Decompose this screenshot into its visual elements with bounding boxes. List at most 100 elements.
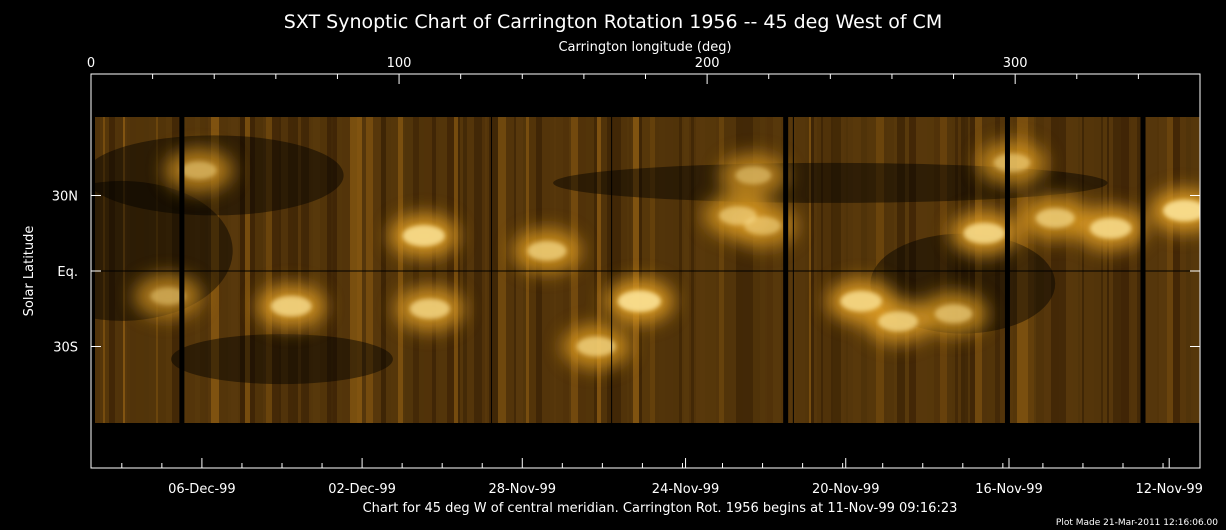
map-streak — [362, 117, 366, 423]
bright-region-core — [1035, 208, 1075, 228]
map-streak — [250, 117, 255, 423]
map-streak — [765, 117, 767, 423]
map-streak — [424, 117, 432, 423]
map-streak — [263, 117, 266, 423]
map-streak — [1150, 117, 1157, 423]
top-tick-label: 300 — [1003, 56, 1028, 71]
bottom-tick-label: 16-Nov-99 — [975, 482, 1043, 497]
map-streak — [1159, 117, 1167, 423]
map-streak — [1193, 117, 1199, 423]
axis-ticks — [90, 74, 1200, 468]
map-streak — [1094, 117, 1101, 423]
map-streak — [694, 117, 696, 423]
map-streak — [684, 117, 689, 423]
map-streak — [750, 117, 753, 423]
bright-region-cores — [150, 153, 1200, 357]
map-streak — [621, 117, 627, 423]
map-streak — [1121, 117, 1129, 423]
chart-title: SXT Synoptic Chart of Carrington Rotatio… — [284, 11, 942, 33]
map-streak — [498, 117, 506, 423]
map-streak — [916, 117, 922, 423]
map-streak — [700, 117, 705, 423]
map-streak — [1086, 117, 1094, 423]
map-streak — [288, 117, 293, 423]
data-gap — [1140, 117, 1146, 423]
dark-patch — [95, 180, 233, 321]
map-streak — [809, 117, 811, 423]
map-streak — [301, 117, 303, 423]
map-streak — [1145, 117, 1150, 423]
map-streak — [118, 117, 123, 423]
map-streak — [940, 117, 947, 423]
bright-region-core — [409, 298, 450, 319]
map-streak — [736, 117, 743, 423]
map-streak — [682, 117, 684, 423]
map-streak — [767, 117, 773, 423]
map-streak — [1113, 117, 1121, 423]
top-tick-label: 0 — [87, 56, 95, 71]
map-streak — [439, 117, 447, 423]
bottom-tick-labels: 06-Dec-99 02-Dec-99 28-Nov-99 24-Nov-99 20-N… — [168, 482, 1203, 497]
map-streak — [166, 117, 172, 423]
map-streak — [482, 117, 485, 423]
map-streak — [571, 117, 578, 423]
map-streak — [386, 117, 391, 423]
map-streak — [103, 117, 105, 423]
map-streak — [817, 117, 821, 423]
map-streak — [1080, 117, 1082, 423]
map-streak — [696, 117, 700, 423]
map-streak — [1082, 117, 1084, 423]
map-streak — [601, 117, 607, 423]
map-streak — [413, 117, 419, 423]
map-streak — [897, 117, 905, 423]
map-streak — [183, 117, 187, 423]
map-streak — [831, 117, 833, 423]
map-streak — [975, 117, 982, 423]
map-streak — [298, 117, 301, 423]
map-streak — [724, 117, 729, 423]
bright-region-core — [150, 287, 186, 305]
map-streak — [373, 117, 381, 423]
map-streak — [432, 117, 436, 423]
map-streak — [627, 117, 629, 423]
map-streak — [958, 117, 961, 423]
map-streak — [463, 117, 467, 423]
map-streak — [211, 117, 219, 423]
map-streak — [968, 117, 970, 423]
bright-region-core — [527, 241, 567, 261]
bottom-tick-label: 20-Nov-99 — [812, 482, 880, 497]
map-streak — [403, 117, 405, 423]
map-streak — [796, 117, 799, 423]
map-streak — [612, 117, 616, 423]
bright-region-core — [617, 290, 661, 313]
data-gap — [1004, 117, 1010, 423]
map-streak — [156, 117, 158, 423]
map-streak — [679, 117, 682, 423]
map-streak — [240, 117, 245, 423]
map-streak — [1101, 117, 1103, 423]
map-streak — [398, 117, 403, 423]
map-streak — [922, 117, 927, 423]
map-streak — [516, 117, 523, 423]
map-streak — [303, 117, 309, 423]
map-streak — [454, 117, 458, 423]
map-streak — [987, 117, 995, 423]
map-streak — [1044, 117, 1051, 423]
map-streak — [195, 117, 200, 423]
synoptic-map — [95, 117, 1200, 423]
map-streak — [474, 117, 482, 423]
map-streak — [436, 117, 439, 423]
map-streak — [905, 117, 909, 423]
map-streak — [1107, 117, 1109, 423]
map-streak — [187, 117, 195, 423]
map-streak — [607, 117, 612, 423]
grid-lines — [95, 117, 1200, 423]
map-streak — [1109, 117, 1113, 423]
map-streak — [982, 117, 987, 423]
map-streak — [1167, 117, 1173, 423]
map-streak — [255, 117, 263, 423]
map-streak — [485, 117, 487, 423]
map-streak — [1180, 117, 1186, 423]
map-streak — [1191, 117, 1193, 423]
bright-region-core — [1163, 199, 1200, 222]
